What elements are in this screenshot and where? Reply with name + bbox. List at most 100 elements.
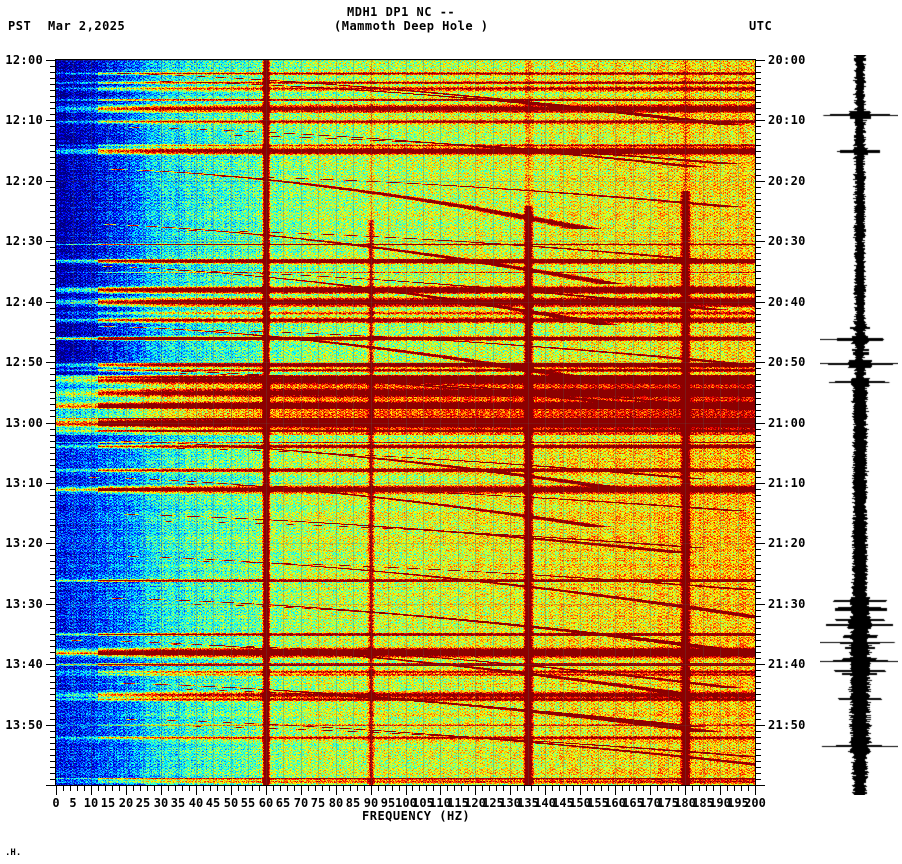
y-tick-minor-right [755,652,761,653]
x-tick-minor [105,785,106,791]
y-tick-minor-right [755,489,761,490]
y-tick-minor-right [755,598,761,599]
y-tick-minor-right [755,290,761,291]
y-tick-minor-right [755,549,761,550]
x-axis-tick-label: 130 [499,796,521,810]
x-axis-tick-label: 0 [52,796,60,810]
y-tick-minor-right [755,507,761,508]
x-tick-minor [98,785,99,791]
y-tick-minor-right [755,616,761,617]
y-tick-minor-left [50,187,56,188]
x-axis-tick-label: 75 [310,796,326,810]
x-axis-tick-label: 150 [569,796,591,810]
y-tick-minor-right [755,217,761,218]
y-tick-minor-right [755,568,761,569]
x-tick-major [475,785,476,795]
y-tick-minor-left [50,706,56,707]
spectrogram-canvas[interactable] [56,60,755,785]
y-tick-minor-right [755,163,761,164]
y-tick-minor-right [755,694,761,695]
x-tick-minor [308,785,309,791]
x-tick-major [650,785,651,795]
date-label: Mar 2,2025 [48,19,126,33]
y-axis-left-tick-label: 12:30 [5,234,43,248]
x-axis-tick-label: 120 [464,796,486,810]
y-tick-major-right [755,483,765,484]
y-tick-minor-left [50,235,56,236]
y-tick-minor-right [755,592,761,593]
y-tick-minor-left [50,163,56,164]
y-tick-minor-right [755,501,761,502]
y-tick-minor-left [50,628,56,629]
y-tick-minor-left [50,447,56,448]
y-tick-major-left [46,785,56,786]
y-tick-minor-left [50,392,56,393]
y-tick-minor-right [755,350,761,351]
y-tick-minor-right [755,151,761,152]
x-axis-tick-label: 95 [380,796,396,810]
x-tick-minor [364,785,365,791]
x-tick-minor [727,785,728,791]
y-axis-left-tick-label: 12:20 [5,174,43,188]
y-tick-minor-right [755,634,761,635]
x-tick-minor [385,785,386,791]
x-tick-major [580,785,581,795]
y-axis-right-tick-label: 20:50 [768,355,806,369]
x-tick-minor [343,785,344,791]
y-tick-minor-left [50,416,56,417]
y-tick-minor-left [50,755,56,756]
x-axis-tick-label: 195 [727,796,749,810]
y-tick-minor-left [50,610,56,611]
y-tick-minor-right [755,102,761,103]
x-axis-tick-label: 80 [328,796,344,810]
y-tick-minor-left [50,773,56,774]
x-tick-minor [280,785,281,791]
y-tick-minor-left [50,519,56,520]
y-tick-minor-right [755,477,761,478]
x-tick-minor [566,785,567,791]
y-tick-minor-left [50,761,56,762]
y-tick-minor-left [50,253,56,254]
x-axis-tick-label: 40 [188,796,204,810]
x-axis-tick-label: 50 [223,796,239,810]
y-tick-minor-left [50,779,56,780]
y-tick-minor-right [755,398,761,399]
y-tick-minor-right [755,108,761,109]
x-tick-minor [119,785,120,791]
y-tick-minor-left [50,386,56,387]
y-tick-minor-right [755,779,761,780]
y-axis-right-tick-label: 20:10 [768,113,806,127]
x-axis-tick-label: 100 [395,796,417,810]
y-tick-minor-left [50,465,56,466]
y-tick-minor-right [755,284,761,285]
y-tick-minor-right [755,193,761,194]
y-tick-minor-right [755,278,761,279]
y-tick-minor-right [755,749,761,750]
x-tick-minor [461,785,462,791]
y-tick-minor-right [755,332,761,333]
y-tick-minor-right [755,682,761,683]
x-tick-minor [468,785,469,791]
y-axis-right-tick-label: 20:40 [768,295,806,309]
x-tick-minor [657,785,658,791]
y-tick-minor-right [755,555,761,556]
y-tick-minor-left [50,145,56,146]
y-axis-left-tick-label: 12:00 [5,53,43,67]
y-tick-minor-left [50,501,56,502]
x-tick-minor [552,785,553,791]
y-tick-minor-right [755,646,761,647]
y-tick-minor-right [755,380,761,381]
y-tick-minor-left [50,767,56,768]
y-axis-left-tick-label: 13:00 [5,416,43,430]
y-tick-minor-left [50,658,56,659]
y-axis-right-tick-label: 21:50 [768,718,806,732]
y-tick-minor-left [50,489,56,490]
x-axis-tick-label: 135 [517,796,539,810]
y-tick-minor-right [755,126,761,127]
spectrogram-plot[interactable] [56,60,755,785]
y-tick-minor-right [755,199,761,200]
x-tick-minor [63,785,64,791]
y-tick-minor-left [50,338,56,339]
x-axis-tick-label: 90 [363,796,379,810]
x-tick-minor [392,785,393,791]
